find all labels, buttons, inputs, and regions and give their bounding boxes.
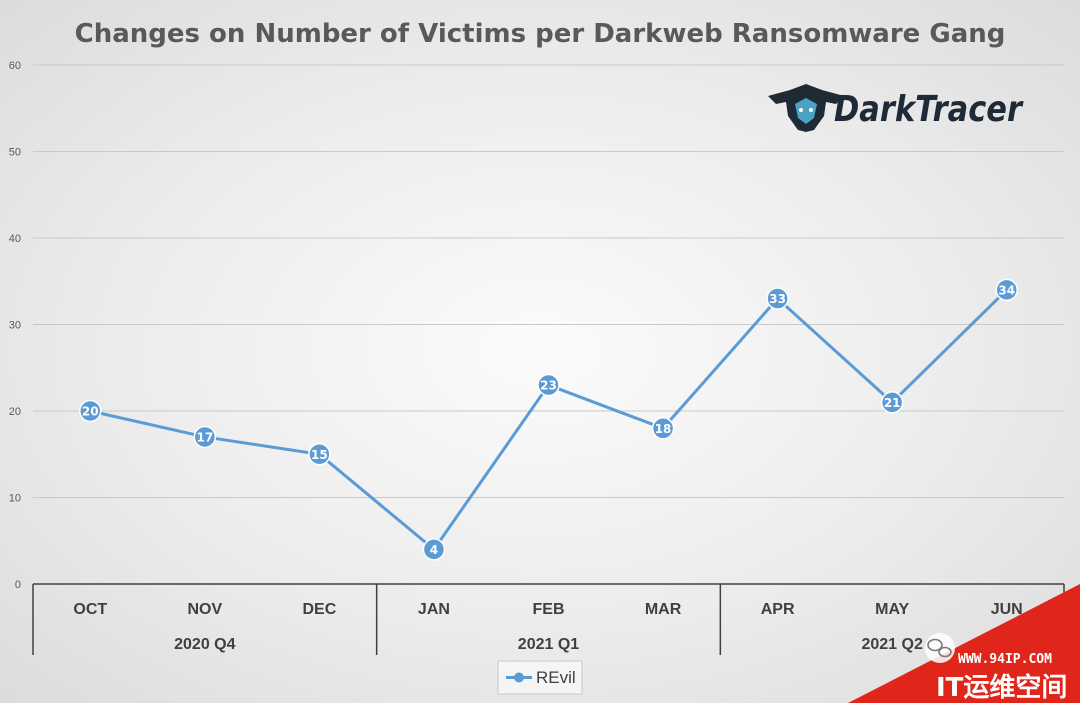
data-point-jun — [995, 278, 1018, 302]
x-tick-apr: APR — [761, 601, 795, 618]
x-tick-feb: FEB — [533, 601, 565, 618]
darktracer-emblem-icon — [768, 84, 844, 132]
x-tick-may: MAY — [875, 601, 909, 618]
data-label-mar: 18 — [655, 422, 672, 436]
series-line-revil — [89, 288, 1008, 551]
watermark-triangle — [848, 584, 1080, 703]
data-point-jan — [422, 538, 446, 561]
data-label-dec: 15 — [311, 448, 328, 462]
legend: REvil — [497, 660, 583, 695]
watermark-url: WWW.94IP.COM — [958, 652, 1052, 667]
darktracer-wordmark: DarkTracer — [834, 89, 1024, 130]
data-point-feb — [537, 373, 560, 397]
x-tick-oct: OCT — [73, 601, 107, 618]
data-point-oct — [79, 399, 102, 423]
group-label-2: 2021 Q2 — [861, 636, 922, 653]
y-tick-40: 40 — [9, 233, 21, 245]
y-tick-30: 30 — [9, 320, 21, 332]
series-revil: 20 17 15 4 23 18 33 21 34 — [79, 278, 1018, 561]
data-label-may: 21 — [884, 396, 901, 410]
legend-label-revil: REvil — [536, 668, 576, 687]
legend-marker-icon — [514, 672, 524, 683]
darktracer-logo: DarkTracer — [768, 84, 1024, 132]
data-point-apr — [766, 287, 789, 310]
data-label-apr: 33 — [769, 292, 786, 306]
x-axis-table: OCT NOV DEC JAN FEB MAR APR MAY JUN 2020 Q4 2021 Q… — [32, 583, 1065, 655]
data-label-feb: 23 — [540, 379, 557, 393]
y-tick-60: 60 — [9, 60, 21, 72]
x-tick-jan: JAN — [418, 601, 450, 618]
x-tick-nov: NOV — [187, 601, 222, 618]
watermark: WWW.94IP.COM IT运维空间 — [848, 584, 1080, 703]
chart-title: Changes on Number of Victims per Darkweb… — [75, 19, 1006, 49]
y-tick-50: 50 — [9, 147, 21, 159]
y-tick-20: 20 — [9, 406, 21, 418]
y-tick-labels: 0 10 20 30 40 50 60 — [9, 60, 21, 591]
x-tick-dec: DEC — [302, 601, 336, 618]
data-point-dec — [308, 443, 331, 466]
y-tick-10: 10 — [9, 493, 21, 505]
x-tick-mar: MAR — [645, 601, 682, 618]
group-label-0: 2020 Q4 — [174, 636, 235, 653]
data-point-nov — [193, 425, 217, 449]
data-label-jun: 34 — [998, 283, 1015, 297]
x-tick-jun: JUN — [991, 601, 1023, 618]
data-point-mar — [651, 417, 675, 440]
wechat-icon — [925, 633, 955, 663]
data-label-oct: 20 — [82, 405, 99, 419]
group-label-1: 2021 Q1 — [518, 636, 579, 653]
gridlines — [33, 64, 1064, 498]
y-tick-0: 0 — [15, 579, 21, 591]
data-label-nov: 17 — [196, 430, 213, 444]
watermark-brand: IT运维空间 — [936, 672, 1067, 703]
data-label-jan: 4 — [430, 543, 438, 557]
data-point-may — [880, 391, 904, 414]
